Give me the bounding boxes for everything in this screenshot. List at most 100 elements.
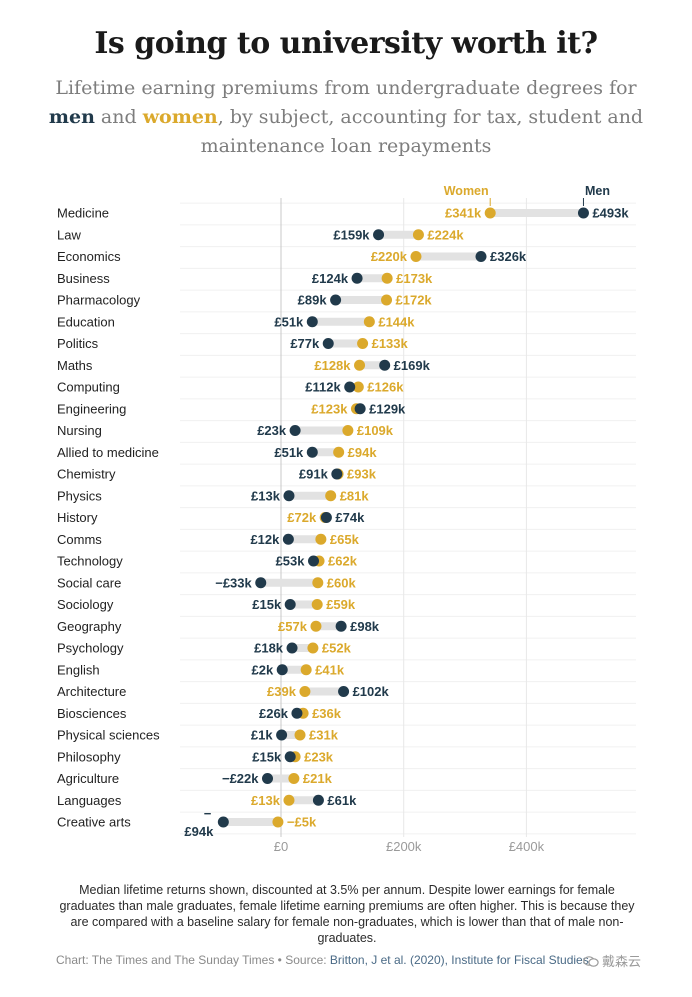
women-dot xyxy=(484,207,496,219)
women-dot xyxy=(283,794,295,806)
women-dot xyxy=(357,338,369,349)
subtitle-men-key: men xyxy=(48,106,95,128)
watermark-text: 戴森云 xyxy=(602,955,642,970)
subject-label: Politics xyxy=(57,336,99,351)
women-value-label: £133k xyxy=(372,336,409,351)
men-dot xyxy=(320,512,332,523)
men-value-sign: − xyxy=(204,806,212,821)
women-value-label: £59k xyxy=(326,597,356,612)
women-value-label: £123k xyxy=(311,401,348,416)
men-value-label: £91k xyxy=(299,467,329,482)
women-value-label: £39k xyxy=(267,684,297,699)
subject-label: Geography xyxy=(57,619,122,634)
women-value-label: £126k xyxy=(367,380,404,395)
women-dot xyxy=(300,664,312,676)
women-dot xyxy=(381,294,393,306)
subject-label: English xyxy=(57,662,100,677)
subject-label: Social care xyxy=(57,575,121,590)
men-value-label: £15k xyxy=(252,597,282,612)
women-dot xyxy=(381,272,393,284)
subject-label: Allied to medicine xyxy=(57,445,159,460)
men-dot xyxy=(312,794,324,806)
women-value-label: £220k xyxy=(371,249,408,264)
subject-label: Creative arts xyxy=(57,815,131,830)
men-value-label: £2k xyxy=(252,662,274,677)
women-value-label: £23k xyxy=(304,749,334,764)
subject-label: Psychology xyxy=(57,641,124,656)
men-value-label: £1k xyxy=(251,728,273,743)
chart-footnote: Median lifetime returns shown, discounte… xyxy=(59,883,635,945)
source-link[interactable]: Britton, J et al. (2020), Institute for … xyxy=(329,953,589,967)
men-value-label: £94k xyxy=(184,824,214,839)
source-separator: • xyxy=(274,953,286,967)
men-value-label: £102k xyxy=(353,684,390,699)
subject-label: Physics xyxy=(57,488,102,503)
subject-label: Law xyxy=(57,227,81,242)
women-dot xyxy=(354,359,366,371)
men-value-label: £23k xyxy=(257,423,287,438)
men-dot xyxy=(306,316,318,328)
chart-title: Is going to university worth it? xyxy=(94,26,598,61)
men-dot xyxy=(308,555,320,567)
women-value-label: £65k xyxy=(330,532,360,547)
men-value-label: £77k xyxy=(290,336,320,351)
women-dot xyxy=(294,729,306,741)
men-dot xyxy=(284,751,296,763)
women-value-label: £128k xyxy=(314,358,351,373)
subtitle-text-3: , by subject, accounting for tax, studen… xyxy=(200,106,644,157)
men-value-label: £74k xyxy=(335,510,365,525)
men-value-label: £129k xyxy=(369,401,406,416)
women-dot xyxy=(412,229,424,241)
subject-label: Engineering xyxy=(57,401,126,416)
women-value-label: £13k xyxy=(251,793,281,808)
subject-label: Architecture xyxy=(57,684,126,699)
men-value-label: £13k xyxy=(251,488,281,503)
men-value-label: £169k xyxy=(394,358,431,373)
chart-source: Chart: The Times and The Sunday Times • … xyxy=(56,953,676,967)
men-dot xyxy=(217,816,229,828)
subject-label: Technology xyxy=(57,554,123,569)
women-dot xyxy=(352,381,364,393)
men-value-label: £112k xyxy=(305,380,341,395)
subject-label: Sociology xyxy=(57,597,114,612)
men-dot xyxy=(282,533,294,545)
dumbbell-chart: £0 £200k £400k Women Men Medicine £341k £493k La… xyxy=(57,184,636,854)
subject-label: Philosophy xyxy=(57,749,121,764)
women-value-label: £173k xyxy=(396,271,433,286)
men-dot xyxy=(286,642,298,654)
source-label: Source: xyxy=(285,953,330,967)
men-dot xyxy=(291,707,303,719)
men-value-label: £53k xyxy=(276,554,306,569)
subject-label: Nursing xyxy=(57,423,102,438)
women-dot xyxy=(333,446,345,458)
women-value-label: £172k xyxy=(396,293,433,308)
legend-men-label: Men xyxy=(585,184,610,198)
men-dot xyxy=(335,620,347,632)
women-value-label: £224k xyxy=(427,227,464,242)
women-value-label: £31k xyxy=(309,728,339,743)
men-value-label: £51k xyxy=(274,314,304,329)
men-value-label: £159k xyxy=(333,227,370,242)
women-value-label: £341k xyxy=(445,206,482,221)
men-dot xyxy=(276,664,288,676)
subject-label: Business xyxy=(57,271,110,286)
subject-label: Biosciences xyxy=(57,706,127,721)
men-value-label: £124k xyxy=(312,271,349,286)
watermark: 戴森云 xyxy=(583,951,683,970)
subject-label: Languages xyxy=(57,793,122,808)
subject-label: Education xyxy=(57,314,115,329)
men-dot xyxy=(306,446,318,458)
subject-label: Chemistry xyxy=(57,467,116,482)
men-value-label: £326k xyxy=(490,249,527,264)
women-value-label: £62k xyxy=(328,554,358,569)
men-dot xyxy=(276,729,288,741)
women-value-label: −£5k xyxy=(287,815,317,830)
women-value-label: £72k xyxy=(287,510,317,525)
women-value-label: £41k xyxy=(315,662,345,677)
women-value-label: £94k xyxy=(348,445,378,460)
subject-label: History xyxy=(57,510,98,525)
women-dot xyxy=(311,599,323,610)
men-value-label: £18k xyxy=(254,641,284,656)
men-value-label: £51k xyxy=(274,445,304,460)
women-dot xyxy=(342,425,354,436)
